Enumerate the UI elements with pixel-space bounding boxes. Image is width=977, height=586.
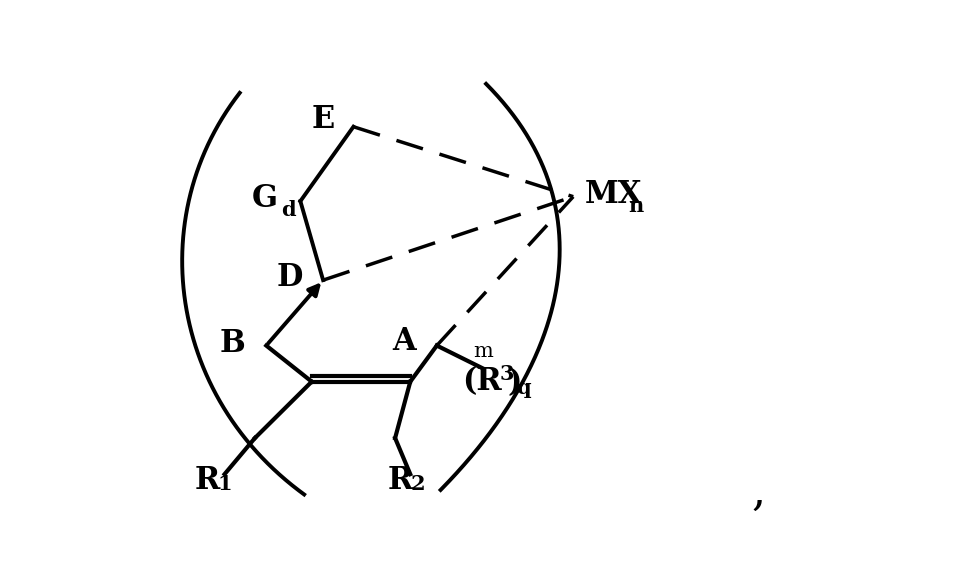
Text: ): ) [507, 367, 521, 398]
Text: q: q [516, 379, 531, 398]
Text: 1: 1 [218, 474, 233, 494]
Text: A: A [393, 326, 416, 357]
Text: D: D [276, 263, 302, 294]
Text: G: G [251, 183, 277, 214]
Text: 2: 2 [410, 474, 425, 494]
Text: n: n [628, 196, 643, 216]
Text: MX: MX [584, 179, 642, 210]
Text: ,: , [751, 471, 765, 514]
Text: m: m [473, 342, 492, 362]
Text: E: E [311, 104, 334, 135]
Text: d: d [281, 200, 296, 220]
Text: 3: 3 [499, 363, 514, 384]
Text: R: R [194, 465, 220, 496]
Text: R: R [387, 465, 412, 496]
Text: (R: (R [461, 366, 501, 397]
Text: B: B [220, 328, 245, 359]
